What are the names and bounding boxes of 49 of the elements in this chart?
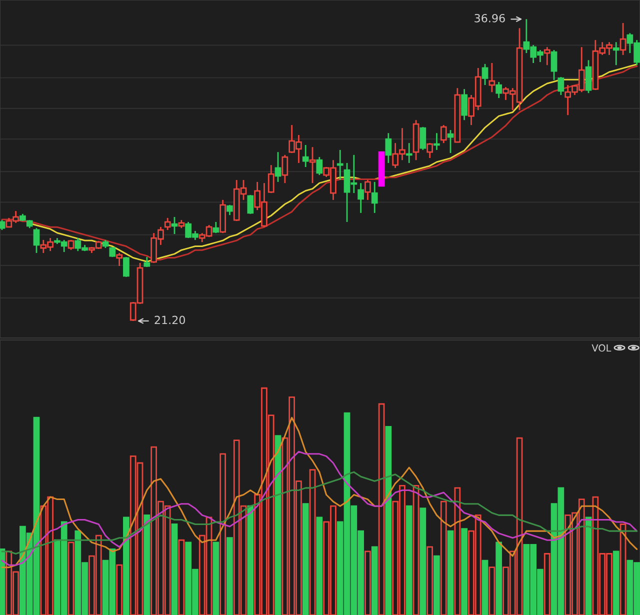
- bar: [371, 546, 378, 615]
- candlestick: [488, 62, 496, 93]
- candlestick: [406, 142, 412, 164]
- bar: [440, 500, 447, 615]
- bar: [220, 453, 226, 615]
- candlestick: [302, 144, 309, 168]
- bar: [309, 469, 316, 615]
- bar: [406, 505, 412, 615]
- annotation: 36.96: [474, 14, 505, 22]
- bar: [302, 503, 309, 615]
- bar: [434, 555, 440, 615]
- candlestick: [371, 181, 378, 214]
- bar: [612, 550, 620, 615]
- bar: [226, 537, 233, 615]
- bar: [385, 426, 392, 615]
- bar: [488, 566, 496, 615]
- bar: [274, 435, 282, 615]
- bar: [544, 553, 550, 615]
- bar: [420, 508, 426, 615]
- candlestick: [434, 132, 440, 151]
- candlestick: [358, 182, 364, 214]
- candlestick: [612, 41, 620, 66]
- candlestick: [336, 149, 344, 181]
- bar: [482, 560, 488, 615]
- bar: [178, 539, 185, 615]
- text: VOL: [592, 344, 612, 352]
- bar: [116, 564, 122, 615]
- bar: [585, 516, 592, 615]
- bar: [0, 548, 6, 615]
- bar: [620, 524, 626, 615]
- bar: [412, 484, 420, 615]
- annotation: 21.20: [154, 316, 185, 324]
- candlestick: [385, 132, 392, 164]
- bar: [461, 528, 468, 615]
- bar: [171, 524, 178, 615]
- bar: [144, 514, 150, 615]
- candlestick: [309, 146, 316, 184]
- bar: [316, 516, 323, 615]
- bar: [447, 530, 454, 615]
- bar: [426, 546, 433, 615]
- bar: [454, 487, 461, 615]
- bar: [496, 542, 502, 615]
- candlestick: [544, 46, 550, 66]
- bar: [378, 403, 385, 615]
- bar: [364, 550, 371, 615]
- bar: [123, 516, 130, 615]
- bar: [68, 542, 74, 615]
- bar: [212, 542, 220, 615]
- bar: [247, 505, 254, 615]
